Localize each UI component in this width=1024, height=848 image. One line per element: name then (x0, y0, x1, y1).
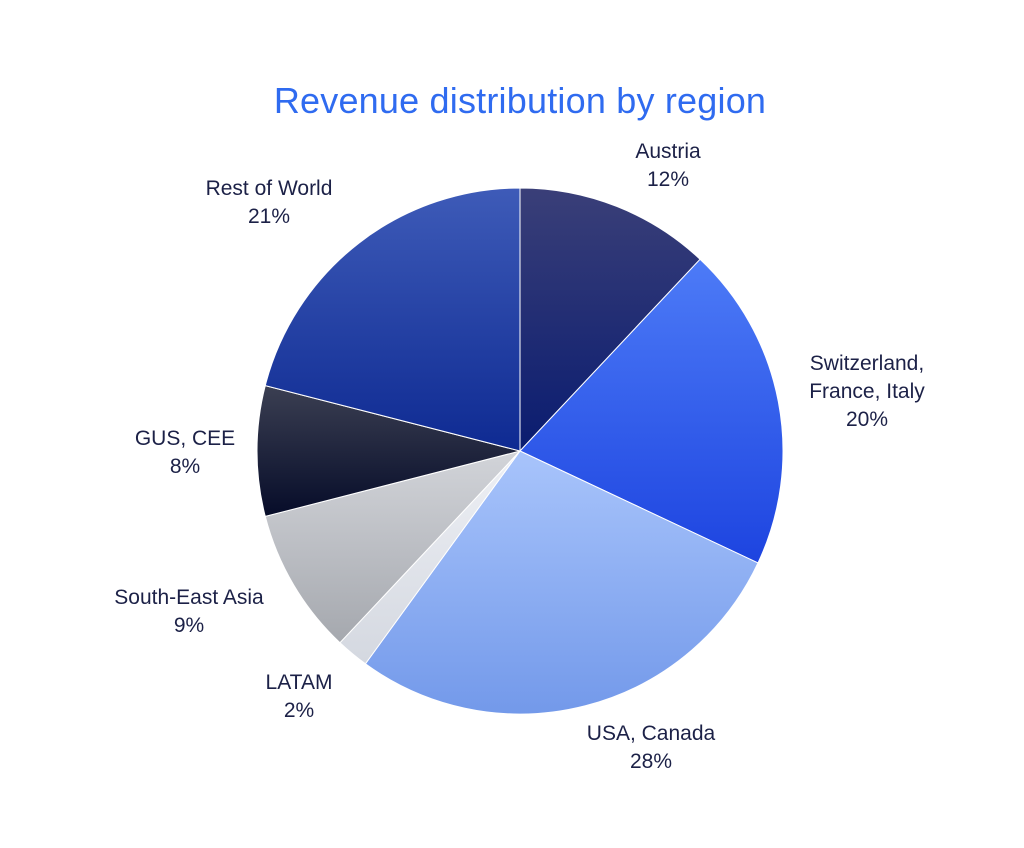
slice-name: Austria (635, 140, 701, 163)
chart-title: Revenue distribution by region (273, 80, 767, 121)
slice-label-south-east-asia: South-East Asia 9% (114, 584, 263, 640)
pie-slice-south-east-asia (264, 450, 522, 644)
slice-name-line: Switzerland, (809, 352, 925, 375)
slice-name: USA, Canada (586, 722, 716, 745)
slice-name: Rest of World (205, 177, 333, 200)
slice-percent: 2% (283, 699, 315, 722)
slice-label-usa-canada: USA, Canada 28% (587, 720, 715, 776)
slice-label-latam: LATAM 2% (266, 669, 333, 725)
slice-label-gus-cee: GUS, CEE 8% (135, 425, 235, 481)
pie-slice-gus-cee (256, 384, 521, 518)
slice-percent: 8% (169, 455, 201, 478)
slice-name-line: France, Italy (809, 380, 925, 403)
slice-name: GUS, CEE (134, 427, 236, 450)
slice-percent: 28% (629, 750, 673, 773)
slice-label-rest-of-world: Rest of World 21% (206, 175, 333, 231)
slice-label-switzerland-france-italy: Switzerland, France, Italy 20% (809, 350, 925, 434)
pie-slice-switzerland-france-italy (519, 258, 784, 564)
slice-percent: 20% (845, 408, 889, 431)
pie-slice-austria (519, 187, 701, 453)
slice-name: LATAM (265, 671, 333, 694)
slice-percent: 21% (247, 205, 291, 228)
slice-percent: 9% (173, 614, 205, 637)
slice-name: South-East Asia (114, 586, 264, 609)
slice-name: Switzerland, France, Italy (809, 350, 925, 406)
pie-slice-usa-canada (364, 450, 759, 715)
slice-label-austria: Austria 12% (635, 138, 700, 194)
pie-slice-rest-of-world (264, 187, 521, 452)
slice-percent: 12% (646, 168, 690, 191)
